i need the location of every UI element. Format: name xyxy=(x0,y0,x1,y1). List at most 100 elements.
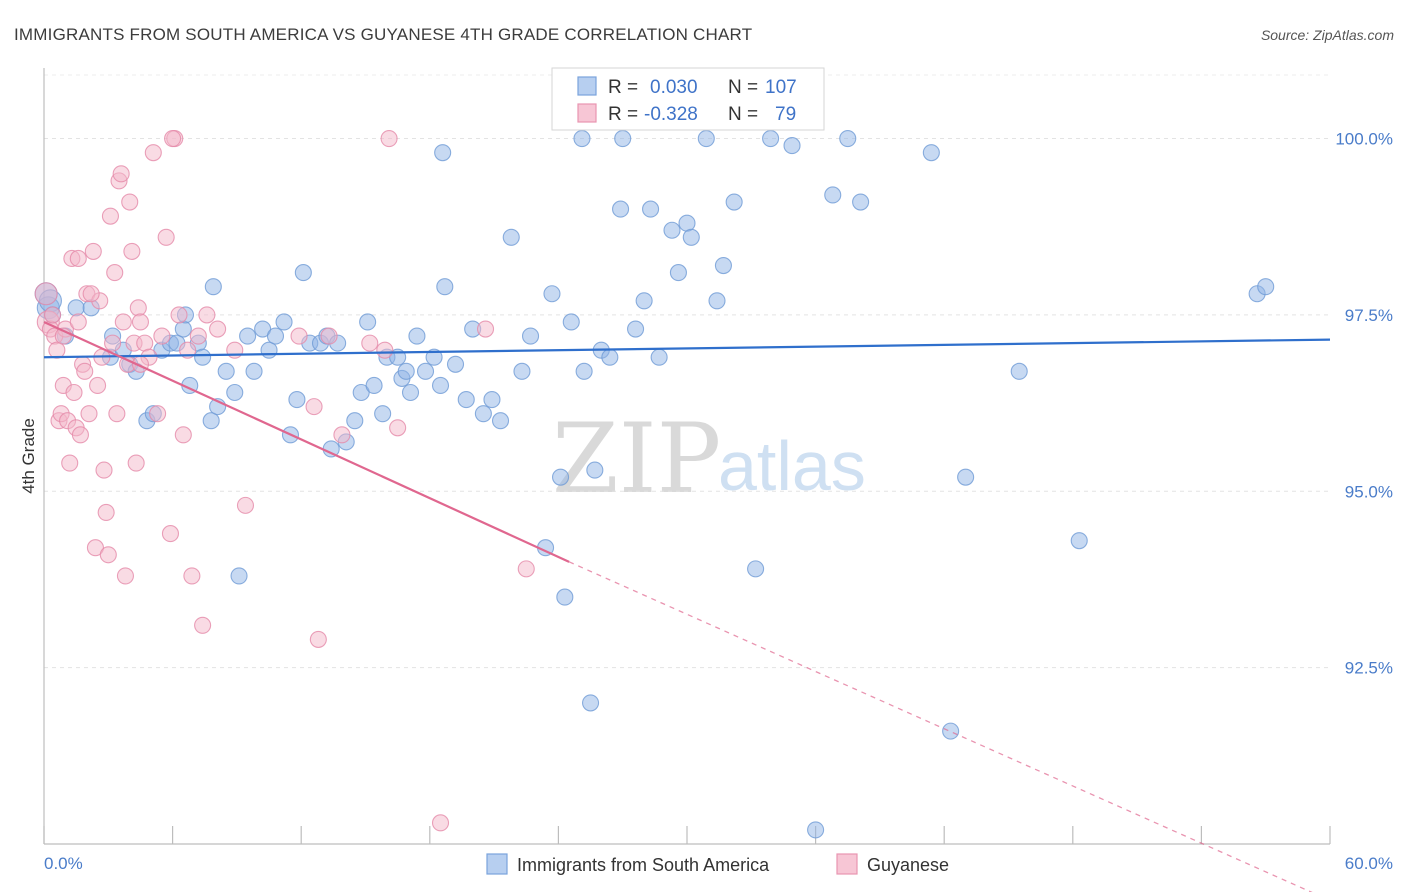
legend-n-label-1: N = xyxy=(728,77,758,98)
bottom-legend-swatch-immigrants xyxy=(486,853,508,875)
legend-r-label-1: R = xyxy=(608,77,638,98)
point-immigrants xyxy=(266,327,285,345)
point-guyanese xyxy=(144,144,162,162)
point-guyanese xyxy=(86,539,104,557)
bottom-legend-swatch-guyanese xyxy=(836,853,858,875)
point-immigrants xyxy=(483,391,501,409)
point-immigrants xyxy=(230,567,248,585)
point-guyanese xyxy=(61,454,79,472)
y-axis-label: 4th Grade xyxy=(19,418,38,494)
point-guyanese xyxy=(290,327,308,345)
point-guyanese xyxy=(236,496,255,514)
point-immigrants xyxy=(513,362,531,380)
point-immigrants xyxy=(491,412,510,430)
point-immigrants xyxy=(747,560,765,578)
point-guyanese xyxy=(44,306,62,324)
point-guyanese xyxy=(136,334,154,352)
point-guyanese xyxy=(517,560,535,578)
point-immigrants xyxy=(416,362,435,380)
point-immigrants xyxy=(239,327,257,345)
point-guyanese xyxy=(476,320,495,338)
point-immigrants xyxy=(408,327,426,345)
point-immigrants xyxy=(245,362,263,380)
point-immigrants xyxy=(474,405,492,423)
chart-title: IMMIGRANTS FROM SOUTH AMERICA VS GUYANES… xyxy=(14,25,752,44)
point-guyanese xyxy=(131,313,149,331)
point-immigrants xyxy=(425,348,443,366)
point-guyanese xyxy=(95,461,113,479)
point-immigrants xyxy=(352,383,370,402)
point-guyanese xyxy=(121,193,139,211)
point-guyanese xyxy=(174,426,192,444)
y-tick-labels: 92.5% 95.0% 97.5% 100.0% xyxy=(1335,130,1393,678)
point-immigrants xyxy=(275,313,293,331)
point-immigrants xyxy=(204,278,222,296)
point-immigrants xyxy=(635,292,653,310)
point-immigrants xyxy=(543,285,561,303)
point-guyanese xyxy=(76,362,94,380)
point-immigrants xyxy=(457,391,475,409)
point-immigrants xyxy=(642,200,660,218)
point-guyanese xyxy=(161,525,180,543)
point-guyanese xyxy=(69,249,87,268)
point-guyanese xyxy=(129,299,147,317)
point-immigrants xyxy=(783,137,801,155)
point-guyanese xyxy=(127,454,145,472)
bottom-legend-label-immigrants: Immigrants from South America xyxy=(517,855,770,875)
point-immigrants xyxy=(446,355,465,373)
stats-legend-box xyxy=(551,67,825,131)
point-guyanese xyxy=(106,264,124,282)
point-immigrants xyxy=(1010,362,1028,380)
point-guyanese xyxy=(389,419,407,437)
y-tick-label: 92.5% xyxy=(1345,659,1393,678)
point-immigrants xyxy=(824,186,842,204)
point-guyanese xyxy=(80,405,98,423)
point-immigrants xyxy=(612,200,630,218)
point-guyanese xyxy=(82,285,100,303)
point-immigrants xyxy=(957,468,975,486)
point-immigrants xyxy=(852,193,870,211)
point-immigrants xyxy=(762,129,780,148)
point-immigrants xyxy=(436,278,454,296)
bottom-legend-label-guyanese: Guyanese xyxy=(867,855,949,875)
point-guyanese xyxy=(71,426,89,444)
y-tick-label: 95.0% xyxy=(1345,482,1393,501)
point-guyanese xyxy=(157,228,175,246)
point-immigrants xyxy=(288,391,306,409)
point-guyanese xyxy=(164,129,182,148)
point-guyanese xyxy=(108,405,126,423)
x-ticks xyxy=(43,826,1331,844)
point-immigrants xyxy=(397,362,415,380)
point-guyanese xyxy=(361,334,379,352)
point-immigrants xyxy=(254,320,272,338)
point-immigrants xyxy=(614,129,632,148)
point-immigrants xyxy=(922,144,940,162)
point-immigrants xyxy=(714,256,732,275)
point-guyanese xyxy=(99,546,117,564)
point-immigrants xyxy=(581,694,600,712)
x-tick-label-min: 0.0% xyxy=(44,854,83,873)
trend-lines xyxy=(43,320,1331,892)
watermark-zip: ZIP xyxy=(552,403,721,515)
point-guyanese xyxy=(431,814,450,832)
point-immigrants xyxy=(663,221,681,239)
point-immigrants xyxy=(521,327,540,345)
point-guyanese xyxy=(309,630,327,648)
point-immigrants xyxy=(359,313,377,331)
point-guyanese xyxy=(153,327,171,345)
point-immigrants xyxy=(562,313,580,331)
point-immigrants xyxy=(401,383,420,402)
legend-r-label-2: R = xyxy=(608,104,638,125)
point-immigrants xyxy=(678,214,696,232)
point-guyanese xyxy=(183,567,201,585)
point-immigrants xyxy=(434,144,452,162)
point-guyanese xyxy=(104,334,122,352)
point-immigrants xyxy=(669,264,687,282)
series-legend: Immigrants from South America Guyanese xyxy=(486,853,949,875)
point-guyanese xyxy=(97,503,115,521)
point-immigrants xyxy=(294,264,312,282)
legend-swatch-guyanese xyxy=(577,103,597,123)
point-immigrants xyxy=(650,348,668,366)
point-immigrants xyxy=(551,468,570,486)
